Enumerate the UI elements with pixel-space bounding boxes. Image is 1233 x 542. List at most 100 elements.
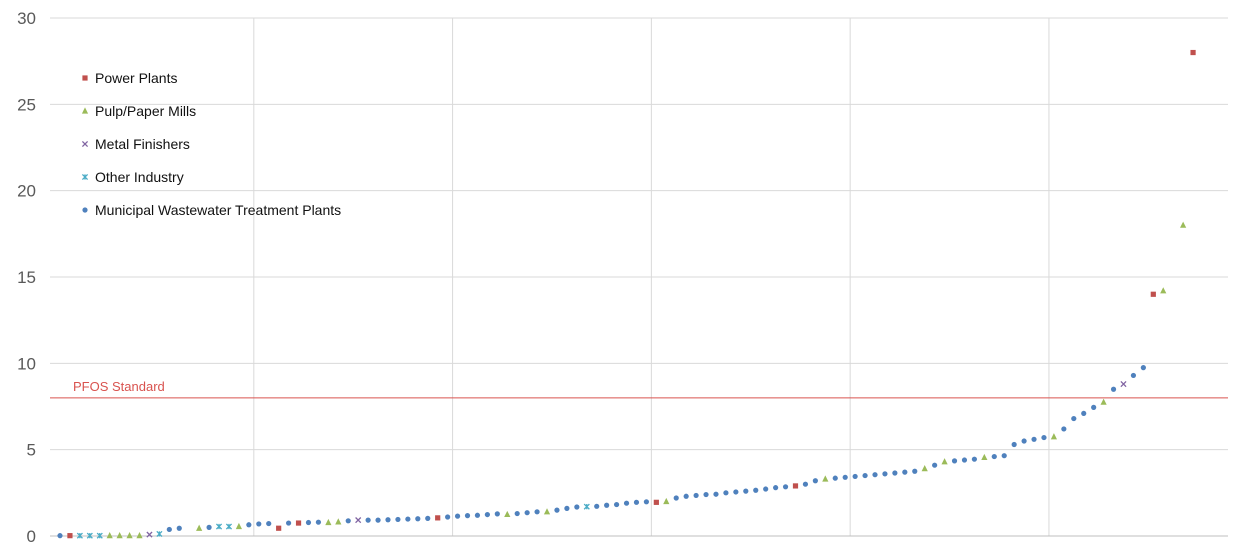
data-point <box>235 522 243 530</box>
data-point <box>792 483 799 489</box>
data-point <box>136 532 143 539</box>
data-point <box>206 524 212 530</box>
series-triangle <box>106 221 1187 539</box>
data-point <box>733 489 739 495</box>
data-point <box>1061 426 1067 432</box>
legend-label: Metal Finishers <box>95 136 190 152</box>
data-point <box>196 524 203 531</box>
data-point <box>543 508 551 515</box>
data-point <box>385 517 391 523</box>
data-point <box>1150 291 1156 297</box>
y-tick-label: 20 <box>17 182 36 201</box>
data-point <box>763 486 769 492</box>
data-point <box>1081 410 1087 417</box>
y-tick-label: 25 <box>17 95 36 114</box>
data-point <box>951 458 958 464</box>
data-point <box>703 491 709 498</box>
data-point <box>86 532 93 539</box>
data-point <box>96 532 103 539</box>
data-point <box>564 505 570 511</box>
data-point <box>1110 386 1117 392</box>
data-point <box>504 510 511 518</box>
data-point <box>613 501 620 508</box>
data-point <box>633 499 640 505</box>
data-point <box>1071 415 1077 422</box>
data-point <box>256 521 262 527</box>
data-point <box>1130 372 1137 379</box>
series-dot <box>57 365 1146 539</box>
series-asterisk <box>76 503 590 539</box>
data-point <box>971 456 978 462</box>
data-point <box>683 493 689 499</box>
data-point <box>454 513 461 519</box>
data-point <box>375 517 381 523</box>
data-point <box>176 525 182 531</box>
data-point <box>225 523 233 530</box>
data-point <box>524 510 530 516</box>
data-point <box>723 490 729 496</box>
data-point <box>106 532 113 539</box>
data-point <box>425 515 431 521</box>
data-point <box>126 532 133 539</box>
data-point <box>1031 436 1037 442</box>
data-point <box>574 504 580 510</box>
data-point <box>912 468 918 474</box>
data-point <box>484 511 490 518</box>
legend-label: Other Industry <box>95 169 184 185</box>
data-point <box>57 533 63 539</box>
data-point <box>773 485 779 491</box>
legend-label: Power Plants <box>95 70 177 86</box>
data-point <box>802 481 809 487</box>
data-point <box>215 523 223 530</box>
y-tick-label: 0 <box>27 527 36 542</box>
data-point <box>583 503 590 510</box>
data-point <box>981 453 988 461</box>
data-point <box>534 509 540 515</box>
data-point <box>286 520 292 526</box>
data-point <box>782 484 789 490</box>
data-point <box>991 453 997 460</box>
data-point <box>1190 49 1196 56</box>
data-point <box>246 522 252 528</box>
data-point <box>1180 221 1187 228</box>
y-tick-label: 10 <box>17 354 36 373</box>
data-point <box>1050 433 1058 440</box>
data-point <box>663 497 670 505</box>
data-point <box>405 516 411 522</box>
data-point <box>653 499 659 505</box>
legend-marker <box>81 107 89 114</box>
data-point <box>623 500 630 506</box>
data-points <box>57 49 1196 539</box>
data-point <box>355 517 362 524</box>
data-point <box>1160 287 1167 294</box>
data-point <box>921 465 928 472</box>
data-point <box>812 478 818 484</box>
legend-marker <box>82 75 88 81</box>
y-tick-label: 30 <box>17 9 36 28</box>
data-point <box>862 472 868 479</box>
data-point <box>932 462 938 468</box>
data-point <box>365 517 371 523</box>
legend: Power Plants Pulp/Paper Mills Metal Finish… <box>81 70 341 218</box>
legend-marker <box>81 173 89 181</box>
data-point <box>146 531 153 538</box>
data-point <box>753 487 759 493</box>
data-point <box>494 511 500 517</box>
data-point <box>892 470 898 476</box>
data-point <box>673 495 679 501</box>
data-point <box>67 533 73 539</box>
data-point <box>295 520 302 526</box>
legend-marker <box>82 207 88 213</box>
data-point <box>266 520 272 527</box>
data-point <box>345 518 351 524</box>
data-point <box>1021 438 1027 444</box>
data-point <box>882 471 888 477</box>
data-point <box>743 488 749 494</box>
data-point <box>852 473 858 480</box>
data-point <box>554 507 560 513</box>
data-point <box>305 519 312 526</box>
data-point <box>315 519 322 525</box>
data-point <box>643 499 650 505</box>
